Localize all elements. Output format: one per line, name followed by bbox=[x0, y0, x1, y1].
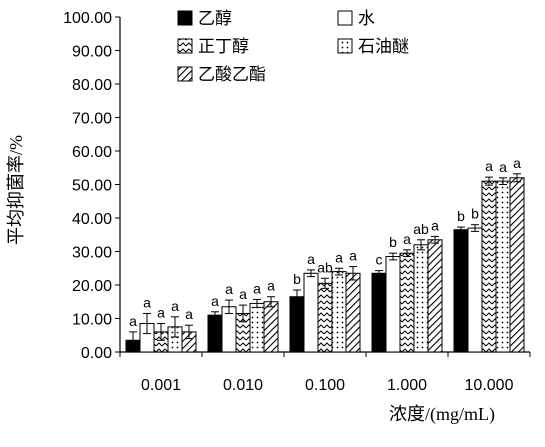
significance-label: ab bbox=[317, 259, 333, 275]
legend-label: 乙醇 bbox=[198, 9, 232, 29]
y-tick-label: 60.00 bbox=[72, 144, 112, 161]
x-tick-label: 0.100 bbox=[305, 377, 345, 394]
y-tick-label: 20.00 bbox=[72, 278, 112, 295]
bar bbox=[289, 296, 305, 353]
bar bbox=[467, 227, 483, 353]
bar bbox=[317, 282, 333, 353]
y-tick-label: 70.00 bbox=[72, 111, 112, 128]
significance-label: a bbox=[335, 249, 343, 265]
x-tick-label: 10.000 bbox=[465, 377, 514, 394]
legend-swatch bbox=[337, 38, 353, 54]
x-tick-label: 1.000 bbox=[387, 377, 427, 394]
bar bbox=[427, 239, 443, 353]
significance-label: a bbox=[171, 298, 179, 314]
significance-label: b bbox=[471, 206, 479, 222]
bar bbox=[453, 229, 469, 353]
bar bbox=[509, 177, 525, 353]
legend-swatch bbox=[337, 10, 353, 26]
significance-label: a bbox=[239, 286, 247, 302]
bar bbox=[495, 180, 511, 353]
y-tick-label: 50.00 bbox=[72, 178, 112, 195]
significance-label: a bbox=[513, 155, 521, 171]
bar bbox=[207, 314, 223, 353]
significance-label: a bbox=[185, 306, 193, 322]
significance-label: a bbox=[129, 313, 137, 329]
bar bbox=[371, 272, 387, 353]
legend-label: 乙酸乙酯 bbox=[198, 65, 266, 85]
significance-label: ab bbox=[413, 221, 429, 237]
significance-label: a bbox=[267, 278, 275, 294]
y-tick-label: 30.00 bbox=[72, 245, 112, 262]
legend-swatch bbox=[177, 66, 193, 82]
legend-label: 正丁醇 bbox=[198, 37, 249, 57]
bar bbox=[263, 301, 279, 353]
y-tick-label: 100.00 bbox=[63, 10, 112, 27]
significance-label: a bbox=[211, 293, 219, 309]
y-tick-label: 0.00 bbox=[81, 345, 112, 362]
y-tick-label: 10.00 bbox=[72, 312, 112, 329]
y-tick-label: 90.00 bbox=[72, 44, 112, 61]
y-tick-label: 80.00 bbox=[72, 77, 112, 94]
significance-label: a bbox=[349, 248, 357, 264]
bar bbox=[399, 252, 415, 353]
significance-label: a bbox=[499, 159, 507, 175]
bar bbox=[481, 180, 497, 353]
legend-label: 水 bbox=[358, 9, 375, 29]
x-axis-title: 浓度/(mg/mL) bbox=[389, 404, 495, 425]
legend-swatch bbox=[177, 38, 193, 54]
legend-label: 石油醚 bbox=[358, 37, 409, 57]
bar bbox=[249, 302, 265, 353]
significance-label: a bbox=[253, 280, 261, 296]
legend-swatch bbox=[177, 10, 193, 26]
bar bbox=[413, 244, 429, 353]
y-tick-label: 40.00 bbox=[72, 211, 112, 228]
significance-label: a bbox=[143, 294, 151, 310]
significance-label: a bbox=[485, 158, 493, 174]
bar bbox=[385, 256, 401, 353]
bar bbox=[303, 272, 319, 353]
significance-label: b bbox=[293, 271, 301, 287]
significance-label: a bbox=[403, 231, 411, 247]
significance-label: a bbox=[225, 281, 233, 297]
bar bbox=[345, 272, 361, 353]
significance-label: a bbox=[431, 217, 439, 233]
y-axis-title: 平均抑菌率/% bbox=[6, 135, 26, 245]
significance-label: a bbox=[307, 251, 315, 267]
bar bbox=[331, 271, 347, 353]
significance-label: c bbox=[376, 252, 383, 268]
significance-label: b bbox=[457, 208, 465, 224]
significance-label: b bbox=[389, 234, 397, 250]
significance-label: a bbox=[157, 305, 165, 321]
x-tick-label: 0.001 bbox=[141, 377, 181, 394]
x-tick-label: 0.010 bbox=[223, 377, 263, 394]
